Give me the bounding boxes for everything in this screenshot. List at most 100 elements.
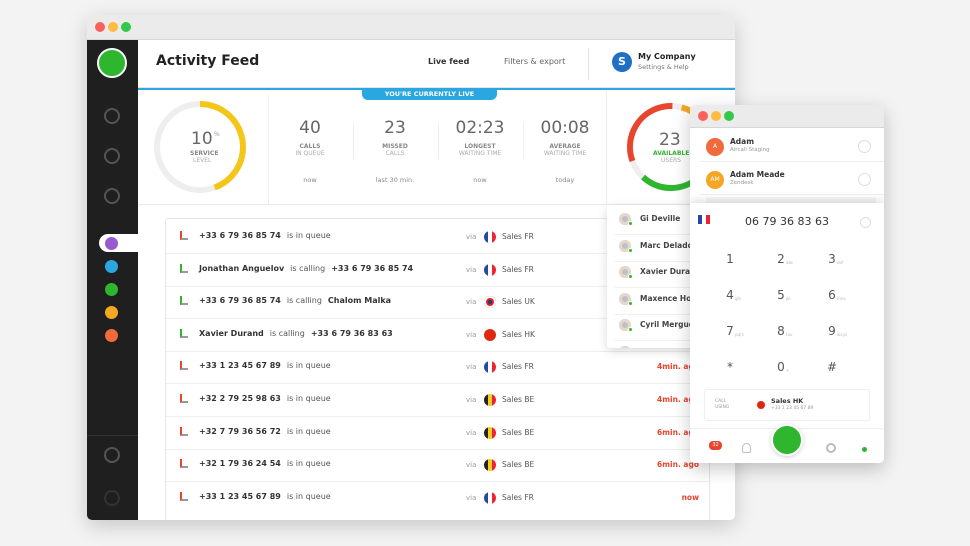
contact-avatar[interactable]: AM [706,171,724,189]
key-digit[interactable]: 4 [726,288,734,302]
key-letters: abc [786,260,794,265]
feed-row[interactable]: Xavier Durand is calling +33 6 79 36 83 63… [166,320,711,352]
via-label: via [466,265,477,274]
nav-icon[interactable] [104,108,120,124]
call-action: is in queue [286,426,331,436]
company-avatar[interactable]: S [612,52,632,72]
settings-icon[interactable] [104,447,120,463]
key-digit[interactable]: 9 [828,324,836,338]
key-digit[interactable]: 0 [777,360,785,374]
call-time: 6min. ago [657,460,699,470]
line-name: Sales FR [502,492,534,502]
line-flag [484,394,496,406]
contact-call-button[interactable] [858,140,871,153]
user-name[interactable]: Gi Deville [640,214,681,223]
user-name[interactable]: Cyril Merguez [640,320,699,329]
company-sub[interactable]: Settings & Help [638,63,689,71]
user-name[interactable]: Maxence Holtz [640,293,702,303]
line-icon[interactable] [105,260,118,273]
available-value: 23 [659,130,681,150]
country-flag[interactable] [698,215,710,224]
feed-row[interactable]: +33 6 79 36 85 74 is in queue via Sales FR [166,222,711,254]
feed-row[interactable]: +33 6 79 36 85 74 is calling Chalom Malka v… [166,287,711,320]
key-letters: pqrs [735,332,744,337]
contact-call-button[interactable] [858,173,871,186]
feed-row[interactable]: +33 1 23 45 67 89 is in queue via Sales FR 4… [166,352,711,385]
stat-label: CALLS [299,143,321,150]
company-name[interactable]: My Company [638,52,696,61]
settings-tab[interactable] [826,443,836,453]
clear-button[interactable] [860,217,871,228]
feed-row[interactable]: Jonathan Anguelov is calling +33 6 79 36 8… [166,255,711,287]
contact-avatar[interactable]: A [706,138,724,156]
line-icon[interactable] [105,237,118,250]
window-control[interactable] [711,111,721,121]
window-control[interactable] [724,111,734,121]
caller: +32 7 79 36 56 72 [199,426,281,436]
call-using[interactable]: CALL USING Sales HK +33 1 23 45 67 89 [704,389,870,421]
call-text: +32 2 79 25 98 63 is in queue [199,395,337,407]
via-label: via [466,461,477,470]
key-digit[interactable]: 6 [828,288,836,302]
contact-name[interactable]: Adam Meade [730,170,785,179]
contact-name[interactable]: Adam [730,137,755,146]
stats-divider [268,95,269,205]
user-name[interactable]: Xavier Durand [640,267,701,276]
line-icon[interactable] [105,306,118,319]
window-control[interactable] [121,22,131,32]
line-flag [484,459,496,472]
call-using-label: USING [715,405,730,410]
call-direction-icon [180,328,188,338]
call-action: is calling [290,263,326,273]
key-digit[interactable]: # [826,360,838,374]
line-icon[interactable] [105,283,118,296]
line-icon[interactable] [105,329,118,342]
key-digit[interactable]: 2 [777,252,785,266]
caller: Jonathan Anguelov [199,263,285,273]
service-unit: % [214,131,220,138]
feed-row[interactable]: +33 1 23 45 67 89 is in queue via Sales FR n… [166,483,711,515]
key-digit[interactable]: 3 [828,252,836,266]
key-letters: tuv [786,332,793,337]
line-flag [484,263,496,276]
call-text: Xavier Durand is calling +33 6 79 36 83 63 [199,329,399,342]
service-sub: LEVEL [193,157,212,164]
page-title: Activity Feed [156,53,260,69]
key-digit[interactable]: 1 [726,252,734,266]
stat-value: 40 [299,118,321,138]
caller: +33 1 23 45 67 89 [199,361,281,371]
nav-icon[interactable] [104,148,120,164]
stat-value: 23 [384,118,406,138]
service-value: 10 [191,129,213,149]
feed-row[interactable]: +32 1 79 36 24 54 is in queue via Sales BE 6… [166,450,711,483]
user-name[interactable]: Pierre-Baptiste [640,347,704,348]
available-label: AVAILABLE [653,150,690,157]
key-digit[interactable]: 7 [726,324,734,338]
contact-divider [700,194,884,195]
contacts-tab[interactable] [742,443,751,453]
live-feed-tab[interactable]: Live feed [428,57,470,66]
service-gauge [154,101,246,193]
window-control[interactable] [698,111,708,121]
feed-row[interactable]: +32 2 79 25 98 63 is in queue via Sales BE 4… [166,385,711,417]
key-digit[interactable]: * [727,360,733,374]
nav-icon[interactable] [104,188,120,204]
available-sub: USERS [661,157,681,164]
phone-app-icon[interactable] [97,48,127,78]
badge[interactable]: 32 [709,441,722,450]
call-button[interactable] [771,424,803,456]
window-control[interactable] [108,22,118,32]
key-digit[interactable]: 5 [777,288,785,302]
feed-row[interactable]: +32 7 79 36 56 72 is in queue via Sales BE 6… [166,418,711,450]
user-name[interactable]: Marc Deladonne [640,240,709,250]
filters-tab[interactable]: Filters & export [504,57,566,66]
key-letters: ghi [735,296,742,301]
stats-divider [606,90,607,205]
key-digit[interactable]: 8 [777,324,785,338]
caller: +33 6 79 36 85 74 [199,296,281,306]
sidebar-divider [87,435,138,436]
window-control[interactable] [95,22,105,32]
via-label: via [466,363,477,372]
status-indicator[interactable] [862,447,867,452]
status-icon[interactable] [104,490,120,506]
